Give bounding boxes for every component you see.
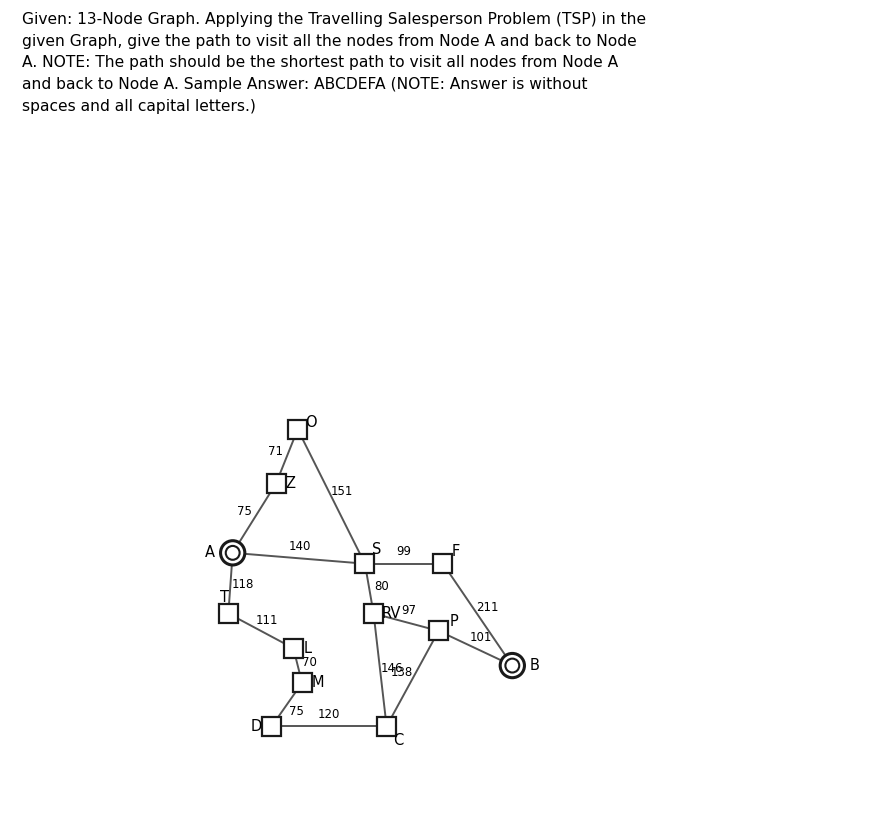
Text: 99: 99 — [396, 545, 411, 558]
Text: 101: 101 — [470, 631, 492, 644]
Text: 75: 75 — [289, 705, 305, 718]
Text: 151: 151 — [331, 484, 353, 497]
Circle shape — [220, 541, 245, 565]
Text: B: B — [530, 658, 540, 673]
Circle shape — [500, 654, 525, 677]
Text: 140: 140 — [289, 540, 311, 553]
FancyBboxPatch shape — [364, 604, 383, 623]
Text: F: F — [452, 544, 460, 559]
Text: T: T — [219, 590, 228, 605]
Text: 111: 111 — [256, 614, 278, 627]
Text: 120: 120 — [318, 708, 340, 721]
Text: L: L — [304, 640, 312, 656]
FancyBboxPatch shape — [433, 554, 453, 573]
FancyBboxPatch shape — [284, 639, 303, 658]
Text: 118: 118 — [232, 578, 254, 591]
Text: A: A — [205, 546, 215, 560]
Text: 71: 71 — [268, 445, 283, 458]
Text: 75: 75 — [236, 506, 251, 519]
Text: 138: 138 — [391, 666, 413, 679]
Text: M: M — [312, 676, 324, 690]
Circle shape — [505, 658, 519, 672]
FancyBboxPatch shape — [355, 554, 375, 573]
Text: P: P — [450, 614, 458, 629]
Text: D: D — [250, 719, 262, 734]
Text: 97: 97 — [401, 604, 416, 617]
FancyBboxPatch shape — [266, 474, 286, 493]
Circle shape — [226, 546, 240, 560]
Text: S: S — [371, 542, 381, 557]
Text: O: O — [305, 416, 316, 430]
FancyBboxPatch shape — [262, 717, 281, 736]
FancyBboxPatch shape — [429, 622, 448, 640]
Text: C: C — [393, 733, 404, 748]
Text: 70: 70 — [302, 656, 317, 669]
FancyBboxPatch shape — [377, 717, 396, 736]
Text: RV: RV — [382, 606, 401, 621]
Text: Z: Z — [285, 476, 295, 491]
Text: 211: 211 — [477, 601, 499, 614]
FancyBboxPatch shape — [292, 673, 312, 693]
Text: Given: 13-Node Graph. Applying the Travelling Salesperson Problem (TSP) in the
g: Given: 13-Node Graph. Applying the Trave… — [22, 12, 646, 114]
Text: 80: 80 — [374, 580, 389, 593]
FancyBboxPatch shape — [289, 420, 307, 438]
FancyBboxPatch shape — [218, 604, 238, 623]
Text: 146: 146 — [381, 662, 403, 675]
